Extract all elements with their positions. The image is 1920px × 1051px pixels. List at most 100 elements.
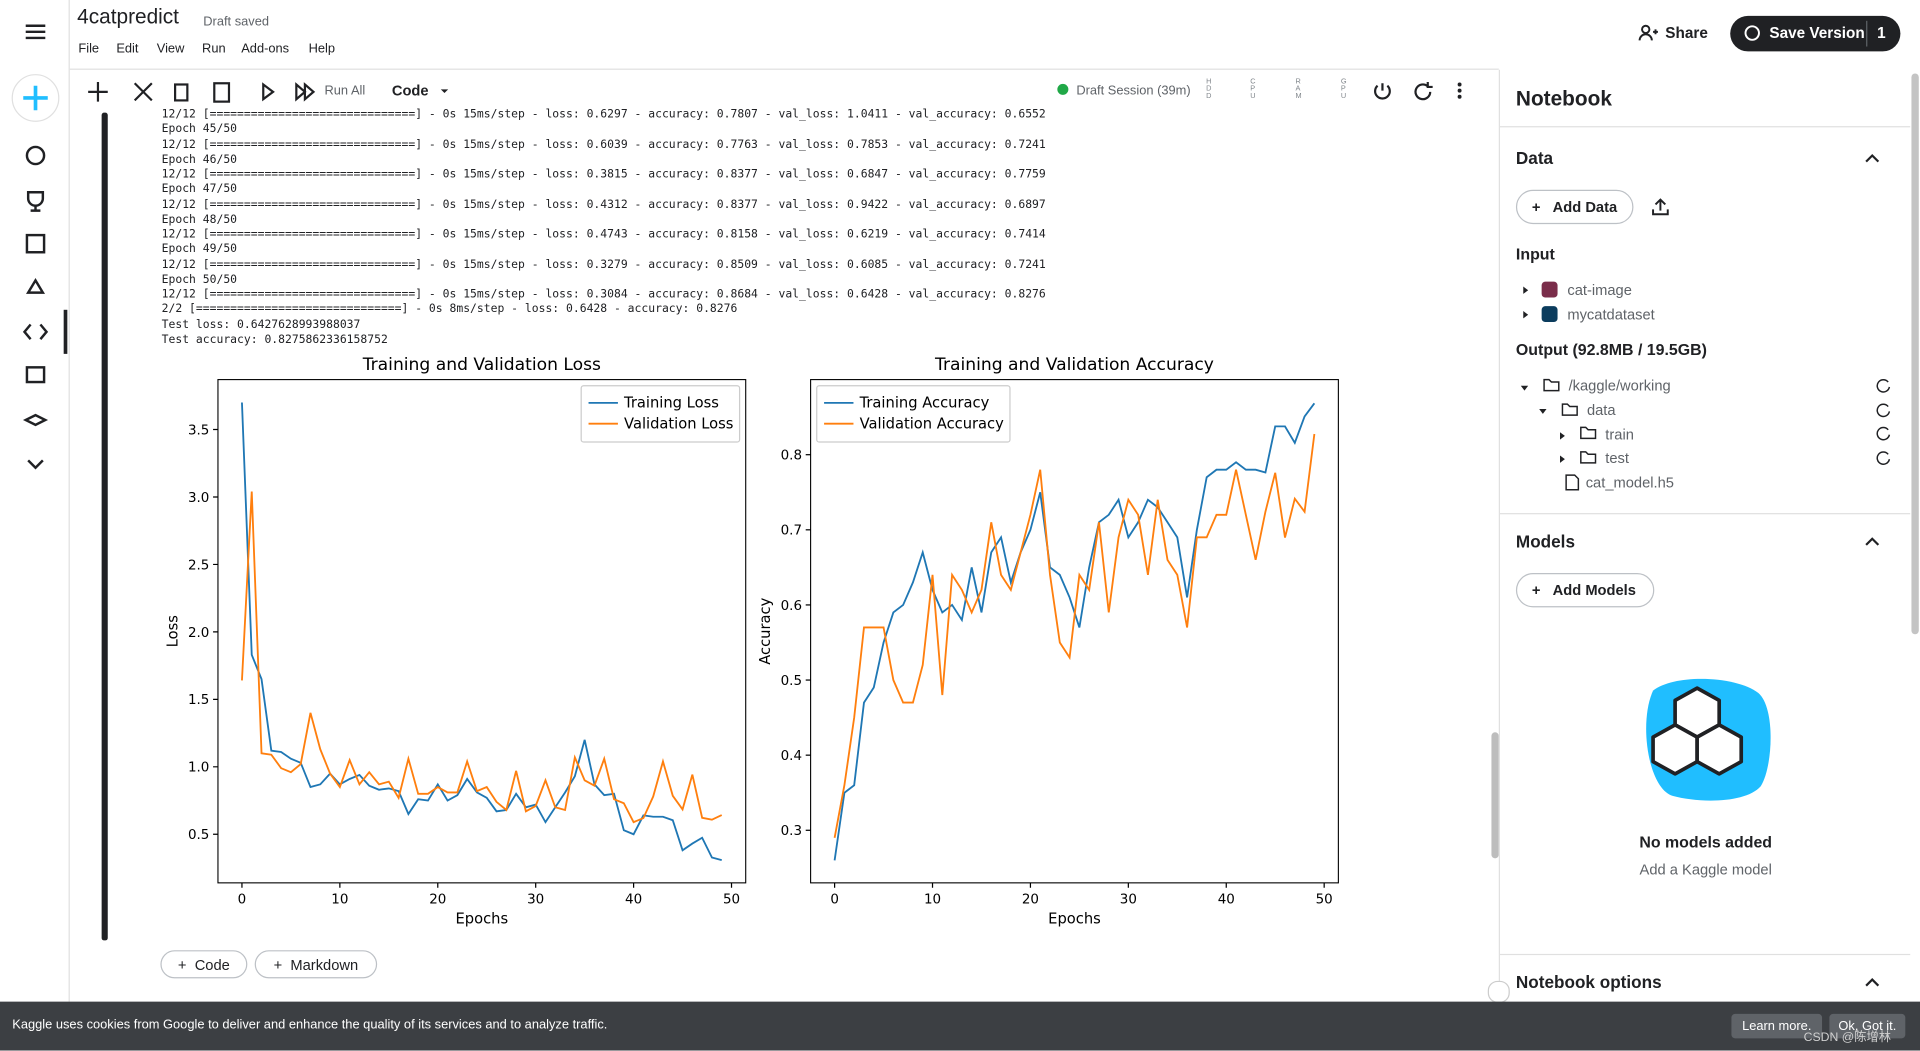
run-cell[interactable] <box>262 82 275 102</box>
scrollbar[interactable] <box>1491 732 1499 859</box>
input-item[interactable]: cat-image <box>1567 281 1632 299</box>
more-dot[interactable] <box>1457 82 1462 87</box>
chart-title: Training and Validation Accuracy <box>934 355 1214 375</box>
section-title[interactable]: Models <box>1515 531 1575 552</box>
sync-icons <box>1876 378 1891 465</box>
explore-icon[interactable] <box>25 145 46 166</box>
discussion-icon[interactable] <box>25 366 46 384</box>
y-tick-label: 0.5 <box>188 828 209 843</box>
add-data-button[interactable]: + Add Data <box>1515 189 1634 225</box>
output-line: 12/12 [==============================] -… <box>161 287 1046 302</box>
output-line: Epoch 45/50 <box>161 122 238 137</box>
menu-item[interactable]: Help <box>308 41 336 57</box>
copy[interactable] <box>174 83 189 102</box>
input-item[interactable]: mycatdataset <box>1567 306 1655 324</box>
chart-title: Training and Validation Loss <box>362 355 601 375</box>
x-tick-label: 10 <box>331 893 348 908</box>
table-icon[interactable] <box>25 233 46 254</box>
y-tick-label: 3.0 <box>188 491 209 506</box>
share-button[interactable]: Share <box>1665 24 1708 42</box>
cookie-banner <box>0 1001 1920 1051</box>
code-icon[interactable] <box>22 323 49 340</box>
add-markdown-button[interactable]: + Markdown <box>254 950 378 979</box>
x-tick-label: 40 <box>625 893 642 908</box>
output-line: Test loss: 0.6427628993988037 <box>161 318 361 332</box>
x-tick-label: 50 <box>1316 893 1333 908</box>
collapse-panel[interactable] <box>1487 980 1510 1003</box>
menu-icon[interactable] <box>25 24 46 40</box>
output-line: Test accuracy: 0.8275862336158752 <box>161 333 388 347</box>
series-line <box>833 433 1316 838</box>
more-icon[interactable] <box>27 459 44 470</box>
learn-more-button[interactable]: Learn more. <box>1731 1013 1823 1039</box>
output-line: 12/12 [==============================] -… <box>161 137 1046 152</box>
menu-item[interactable]: View <box>156 41 185 57</box>
trophy-icon[interactable] <box>26 191 45 212</box>
run-all[interactable]: Run All <box>324 83 366 98</box>
power[interactable] <box>1374 83 1391 100</box>
more-dot <box>1457 94 1462 99</box>
resource-meter: RAM <box>1295 78 1302 101</box>
menu-item[interactable]: Edit <box>116 41 139 57</box>
legend-label: Validation Accuracy <box>860 416 1005 433</box>
tree-item[interactable]: train <box>1605 426 1634 444</box>
dropdown-caret <box>440 89 449 94</box>
header-divider <box>69 68 1499 70</box>
menu-item[interactable]: Run <box>202 41 226 57</box>
menu-item[interactable]: Add-ons <box>241 41 290 57</box>
x-tick-label: 20 <box>429 893 446 908</box>
y-tick-label: 0.4 <box>781 749 802 764</box>
x-tick-label: 40 <box>1218 893 1235 908</box>
session-dot <box>1057 83 1069 95</box>
cell-type[interactable]: Code <box>391 82 429 100</box>
label: Markdown <box>290 955 359 973</box>
side-nav <box>0 0 70 1002</box>
tree-item[interactable]: /kaggle/working <box>1568 377 1671 395</box>
upload-icon[interactable] <box>1651 197 1671 217</box>
output-line: Epoch 47/50 <box>161 182 238 197</box>
x-axis-label: Epochs <box>1048 910 1101 927</box>
x-tick-label: 0 <box>238 893 247 908</box>
series-line <box>241 491 723 824</box>
y-tick-label: 0.6 <box>781 599 802 614</box>
section-title[interactable]: Notebook options <box>1515 972 1662 992</box>
watermark: CSDN @陈增林 <box>1803 1031 1891 1045</box>
x-tick-label: 30 <box>1120 893 1137 908</box>
save-icon <box>1744 25 1760 41</box>
legend-label: Training Loss <box>623 395 719 412</box>
menu-item[interactable]: File <box>78 41 100 57</box>
add-models-button[interactable]: + Add Models <box>1515 573 1655 608</box>
y-tick-label: 3.5 <box>188 423 209 438</box>
y-tick-label: 2.5 <box>188 558 209 573</box>
run-all-icon[interactable] <box>295 82 316 102</box>
restart[interactable] <box>1414 82 1433 101</box>
tree-item[interactable]: test <box>1605 449 1629 467</box>
add-code-button[interactable]: + Code <box>160 950 248 979</box>
section-title[interactable]: Data <box>1515 148 1554 168</box>
output-line: 12/12 [==============================] -… <box>161 227 1046 242</box>
tree-item[interactable]: cat_model.h5 <box>1585 473 1674 492</box>
panel-title: Notebook <box>1515 86 1612 111</box>
ok-button[interactable]: Ok, Got it. <box>1829 1013 1906 1039</box>
resource-meter: GPU <box>1340 78 1347 101</box>
y-tick-label: 0.7 <box>781 524 802 539</box>
plot-frame <box>217 379 747 884</box>
create-icon <box>23 85 48 111</box>
y-tick-label: 1.5 <box>188 693 209 708</box>
y-axis-label: Loss <box>165 615 182 647</box>
paste[interactable] <box>213 82 231 103</box>
legend-box <box>816 385 1011 443</box>
output-line: 2/2 [==============================] - 0… <box>161 303 738 317</box>
tree-item[interactable]: data <box>1586 401 1616 419</box>
label: Code <box>194 955 230 973</box>
models-icon[interactable] <box>26 278 46 294</box>
learn-icon[interactable] <box>22 413 49 427</box>
add-cell[interactable] <box>88 82 108 102</box>
resource-meter: CPU <box>1250 78 1256 101</box>
panel-scrollbar[interactable] <box>1911 73 1919 635</box>
x-tick-label: 10 <box>924 893 941 908</box>
legend-label: Validation Loss <box>624 416 733 433</box>
notebook-title[interactable]: 4catpredict <box>77 4 179 29</box>
chevron[interactable] <box>1865 153 1880 987</box>
cut[interactable] <box>133 82 153 102</box>
